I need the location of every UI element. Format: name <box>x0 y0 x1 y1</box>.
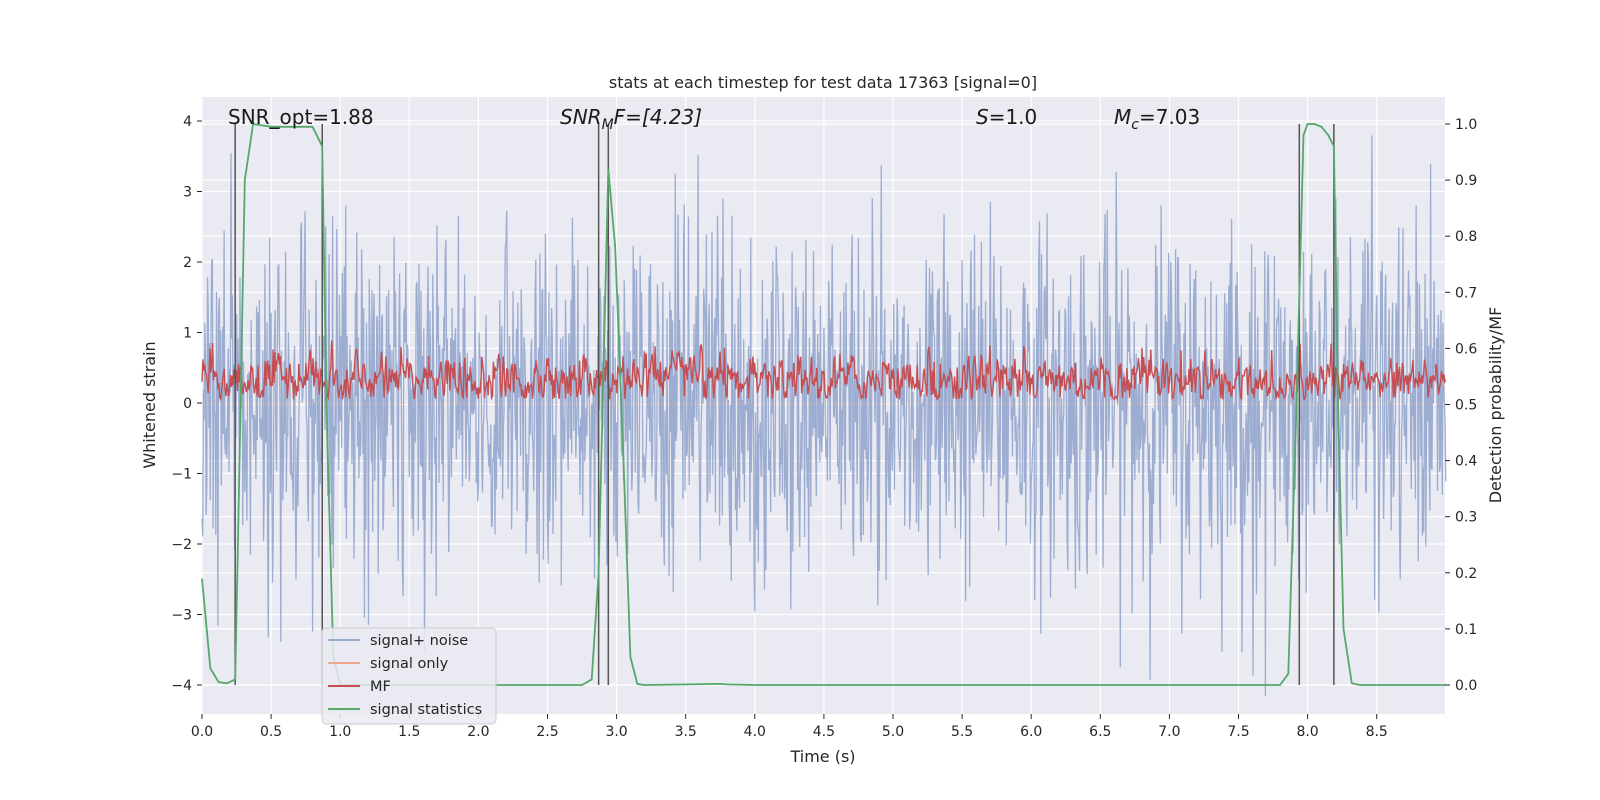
x-axis-ticks: 0.0 0.5 1.0 1.5 2.0 2.5 3.0 3.5 4.0 4.5 5.0 5.5 6.0 6… <box>191 714 1388 740</box>
y-left-tick-label: −4 <box>171 678 192 694</box>
x-tick-label: 0.5 <box>260 724 282 740</box>
x-tick-label: 3.0 <box>605 724 627 740</box>
snr-mf-base: SNR <box>560 105 602 129</box>
snr-mf-annotation: SNRMF=[4.23] <box>560 105 702 133</box>
x-tick-label: 4.5 <box>813 724 835 740</box>
mc-rest: =7.03 <box>1139 105 1200 129</box>
legend-label-signal-statistics: signal statistics <box>370 702 482 718</box>
snr-mf-rest: F=[4.23] <box>614 105 702 129</box>
s-annotation: S=1.0 <box>976 105 1037 129</box>
x-tick-label: 5.0 <box>882 724 904 740</box>
x-tick-label: 2.5 <box>536 724 558 740</box>
signal-statistics-series <box>201 122 1446 686</box>
y-right-tick-label: 0.4 <box>1455 454 1477 470</box>
x-tick-label: 1.5 <box>398 724 420 740</box>
signal-statistics-line <box>201 122 1446 686</box>
snr-mf-subscript: M <box>602 117 614 133</box>
x-tick-label: 7.5 <box>1227 724 1249 740</box>
x-tick-label: 6.0 <box>1020 724 1042 740</box>
y-right-tick-label: 0.2 <box>1455 566 1477 582</box>
y-left-tick-label: −3 <box>171 608 192 624</box>
x-tick-label: 8.0 <box>1296 724 1318 740</box>
legend-label-noise: signal+ noise <box>370 633 468 649</box>
mf-line <box>201 340 1447 402</box>
y-right-tick-label: 0.0 <box>1455 678 1477 694</box>
y-left-tick-label: 4 <box>183 114 192 130</box>
legend-label-mf: MF <box>370 679 391 695</box>
y-right-axis-ticks: 1.0 0.9 0.8 0.7 0.6 0.5 0.4 0.3 0.2 0.1 0.0 <box>1445 117 1477 694</box>
y-left-tick-label: 3 <box>183 185 192 201</box>
y-right-tick-label: 0.9 <box>1455 173 1477 189</box>
legend: signal+ noise signal only MF signal stat… <box>321 627 497 725</box>
x-tick-label: 5.5 <box>951 724 973 740</box>
x-tick-label: 8.5 <box>1366 724 1388 740</box>
y-right-tick-label: 1.0 <box>1455 117 1477 133</box>
mc-base: M <box>1114 105 1131 129</box>
y-right-tick-label: 0.1 <box>1455 622 1477 638</box>
y-right-axis-label: Detection probability/MF <box>1486 307 1505 504</box>
y-right-tick-label: 0.7 <box>1455 285 1477 301</box>
y-right-tick-label: 0.3 <box>1455 510 1477 526</box>
x-tick-label: 4.0 <box>744 724 766 740</box>
mc-annotation: Mc=7.03 <box>1114 105 1200 133</box>
x-tick-label: 6.5 <box>1089 724 1111 740</box>
x-tick-label: 7.0 <box>1158 724 1180 740</box>
y-left-axis-label: Whitened strain <box>140 341 159 468</box>
x-tick-label: 3.5 <box>675 724 697 740</box>
mc-subscript: c <box>1131 117 1139 133</box>
mf-series <box>201 340 1447 402</box>
x-tick-label: 2.0 <box>467 724 489 740</box>
x-tick-label: 1.0 <box>329 724 351 740</box>
y-right-tick-label: 0.5 <box>1455 398 1477 414</box>
y-right-tick-label: 0.6 <box>1455 341 1477 357</box>
x-tick-label: 0.0 <box>191 724 213 740</box>
s-base: S <box>976 105 989 129</box>
x-axis-label: Time (s) <box>789 747 855 766</box>
legend-label-signal-only: signal only <box>370 656 449 672</box>
detection-boundaries <box>234 124 1335 685</box>
legend-box <box>321 627 497 725</box>
chart-title: stats at each timestep for test data 173… <box>609 73 1037 92</box>
snr-opt-annotation: SNR_opt=1.88 <box>228 105 374 129</box>
y-left-tick-label: 2 <box>183 255 192 271</box>
y-left-tick-label: 0 <box>183 396 192 412</box>
y-right-tick-label: 0.8 <box>1455 229 1477 245</box>
y-left-axis-ticks: 4 3 2 1 0 −1 −2 −3 −4 <box>171 114 202 694</box>
y-left-tick-label: −1 <box>171 467 192 483</box>
s-rest: =1.0 <box>989 105 1038 129</box>
y-left-tick-label: 1 <box>183 326 192 342</box>
y-left-tick-label: −2 <box>171 537 192 553</box>
